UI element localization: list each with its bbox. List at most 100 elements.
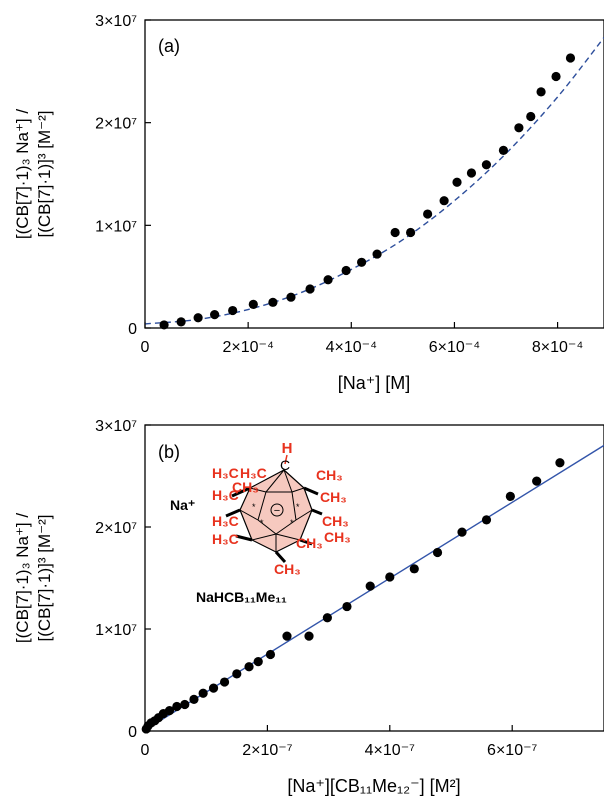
panel-a-data-point (423, 209, 433, 219)
panel-a-data-point (565, 53, 576, 63)
top-h-label: H (282, 440, 293, 457)
svg-text:*: * (296, 502, 300, 512)
panel-a-data-point (159, 320, 169, 330)
panel-a-data-point (248, 299, 258, 309)
methyl-labels: H₃C H₃C CH₃ H₃C CH₃ H₃C CH₃ H₃C CH₃ CH₃ … (212, 465, 351, 577)
panel-a-data-point (536, 87, 546, 97)
panel-a-x-tick-label: 2×10⁻⁴ (222, 339, 273, 356)
panel-a-data-point (514, 123, 524, 133)
cage-methyl-wedges (225, 486, 323, 564)
panel-a-y-tick-label: 3×10⁷ (95, 13, 137, 30)
boron-vertex-marks: * * * * (252, 502, 300, 528)
panel-a-frame (144, 19, 604, 329)
panel-a-data-point (439, 196, 449, 206)
panel-a-data-point (498, 145, 509, 155)
panel-b-data-point (322, 613, 332, 623)
panel-b-y-tick-label: 3×10⁷ (95, 418, 137, 435)
panel-a-x-tick-label: 6×10⁻⁴ (429, 339, 480, 356)
svg-text:*: * (290, 518, 294, 528)
panel-b-data-point (505, 491, 515, 501)
panel-a: (a) 0 2×10⁻⁴ 4×10⁻⁴ 6×10⁻⁴ 8×10⁻⁴ 0 1×10⁷ 2×10⁷… (13, 13, 604, 393)
panel-b-ylabel-line2: [(CB[7]·1)]³ [M⁻²] (35, 514, 54, 641)
methyl-label-2: H₃C (240, 465, 267, 481)
panel-a-points-layer (159, 53, 576, 330)
panel-b-data-point (180, 699, 190, 710)
ch-bond (284, 454, 288, 465)
panel-a-y-tick-label: 1×10⁷ (95, 218, 137, 235)
methyl-label-6: H₃C (212, 513, 239, 529)
methyl-label-10: CH₃ (324, 529, 351, 545)
panel-b-data-point (365, 581, 375, 591)
panel-b-label: (b) (158, 442, 180, 462)
panel-b-data-point (172, 701, 182, 712)
panel-b-data-point (164, 706, 175, 716)
panel-b-data-point (432, 547, 443, 558)
panel-a-data-point (466, 168, 477, 178)
panel-a-data-point (286, 292, 296, 302)
panel-a-data-point (341, 265, 351, 276)
methyl-label-1: H₃C (212, 465, 239, 481)
svg-text:*: * (252, 502, 256, 512)
panel-b-data-point (481, 515, 492, 525)
na-ion-label: Na⁺ (170, 497, 195, 513)
panel-b-data-point (532, 476, 542, 486)
cage-edges (239, 469, 313, 552)
panel-a-data-point (176, 317, 186, 327)
panel-b-x-tick-label: 6×10⁻⁷ (487, 742, 537, 759)
panel-b-ticks-layer: 0 2×10⁻⁷ 4×10⁻⁷ 6×10⁻⁷ 0 1×10⁷ 2×10⁷ 3×10⁷ (95, 418, 537, 759)
panel-b-data-point (232, 669, 242, 679)
panel-b-data-point (342, 601, 352, 612)
panel-b-xlabel: [Na⁺][CB₁₁Me₁₂⁻] [M²] (287, 776, 460, 796)
panel-a-data-point (526, 111, 536, 122)
panel-b-data-point (198, 688, 208, 698)
compound-name: NaHCB₁₁Me₁₁ (196, 589, 287, 605)
panel-b-x-tick-label: 4×10⁻⁷ (365, 742, 415, 759)
panel-a-data-point (268, 297, 278, 307)
panel-a-y-tick-label: 0 (128, 321, 137, 338)
panel-a-data-point (452, 177, 462, 187)
methyl-label-5: CH₃ (320, 489, 347, 505)
panel-a-x-tick-label: 0 (141, 339, 150, 356)
panel-b-data-point (304, 631, 314, 641)
panel-b-y-tick-label: 1×10⁷ (95, 622, 137, 639)
panel-b-data-point (244, 662, 254, 672)
panel-b-data-point (208, 683, 219, 693)
panel-a-x-tick-label: 8×10⁻⁴ (532, 339, 583, 356)
panel-a-data-point (357, 257, 367, 267)
panel-b-data-point (457, 527, 467, 537)
panel-a-ylabel-line1: [(CB[7]·1)₃ Na⁺] / (13, 109, 32, 239)
panel-a-data-point (551, 71, 561, 82)
panel-a-data-point (406, 227, 416, 238)
panel-a-data-point (210, 310, 220, 320)
methyl-label-7: CH₃ (322, 513, 349, 529)
panel-a-data-point (323, 275, 333, 285)
methyl-label-3: CH₃ (316, 467, 343, 483)
panel-a-ylabel-line2: [(CB[7]·1)]³ [M⁻²] (35, 110, 54, 237)
panel-b-data-point (385, 572, 395, 582)
panel-b-data-point (189, 694, 199, 704)
panel-a-fit-layer (144, 37, 604, 325)
panel-b-data-point (219, 677, 230, 687)
panel-b: (b) 0 2×10⁻⁷ 4×10⁻⁷ 6×10⁻⁷01×10⁷2×10⁷3×10⁷ … (13, 418, 604, 796)
panel-b-data-point (282, 631, 292, 641)
panel-a-data-point (481, 160, 492, 170)
panel-a-x-tick-label: 4×10⁻⁴ (326, 339, 377, 356)
panel-a-data-point (305, 284, 315, 294)
panel-a-data-point (372, 249, 382, 259)
charge-sign: − (274, 505, 280, 517)
methyl-label-4: H₃C (212, 487, 239, 503)
panel-b-data-point (409, 564, 419, 574)
methyl-label-8: H₃C (212, 531, 239, 547)
panel-b-data-point (253, 657, 263, 667)
panel-b-y-tick-label: 2×10⁷ (95, 520, 137, 537)
panel-a-data-point (228, 305, 238, 316)
methyl-label-11: CH₃ (274, 561, 301, 577)
panel-a-xlabel: [Na⁺] [M] (338, 373, 411, 393)
charge-circle (270, 503, 284, 517)
panel-b-data-point (555, 458, 565, 468)
panel-b-x-tick-label: 0 (141, 742, 150, 759)
top-c-label: C (280, 457, 290, 473)
panel-b-y-tick-label: 0 (128, 724, 137, 741)
methyl-label-9: CH₃ (296, 535, 323, 551)
